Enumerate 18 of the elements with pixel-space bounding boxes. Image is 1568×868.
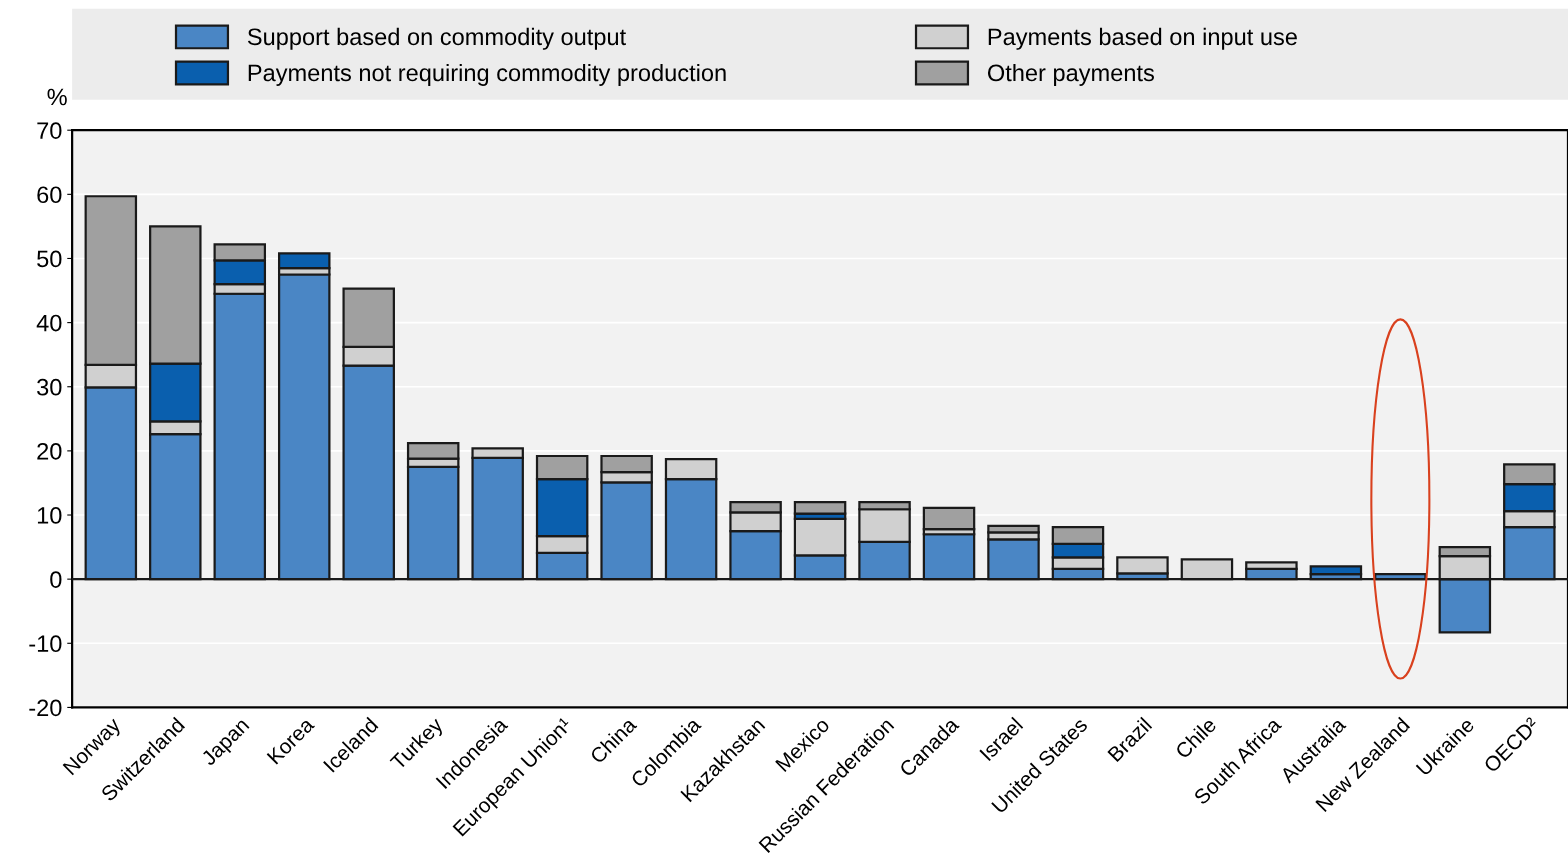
y-tick-label: 10: [37, 507, 62, 524]
y-tick-label: -20: [29, 699, 62, 717]
bar: [922, 506, 976, 531]
y-tick-label: -10: [29, 635, 62, 653]
legend-label: Other payments: [987, 63, 1154, 86]
bar: [1309, 565, 1363, 576]
y-axis-title: %: [47, 88, 67, 106]
y-tick-label: 50: [37, 250, 62, 268]
y-tick-label: 60: [37, 186, 62, 204]
y-tick-label: 70: [37, 122, 62, 139]
legend-label: Support based on commodity output: [247, 27, 626, 50]
legend-label: Payments based on input use: [988, 27, 1297, 50]
y-tick-label: 20: [37, 442, 62, 460]
y-tick-label: 40: [36, 314, 62, 332]
y-tick-label: 30: [37, 378, 62, 396]
y-tick-label: 0: [50, 571, 62, 588]
bar: [1116, 556, 1169, 575]
legend-label: Payments not requiring commodity production: [248, 63, 726, 86]
